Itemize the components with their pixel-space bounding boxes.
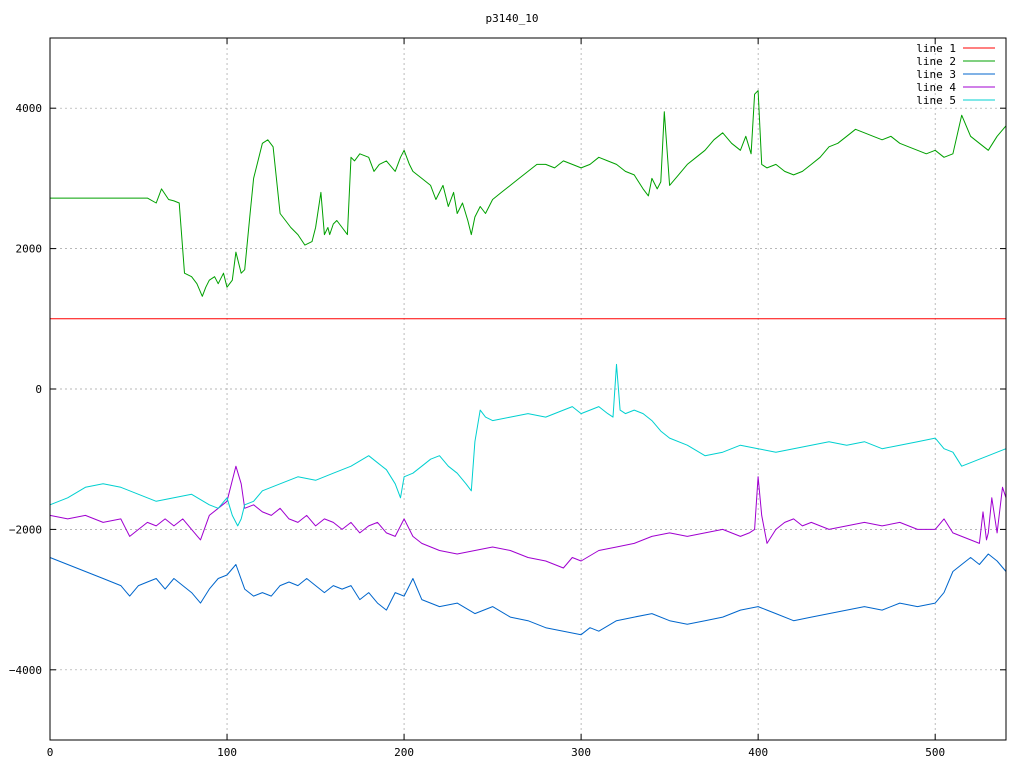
- y-tick-label: −4000: [9, 664, 42, 677]
- series-layer: [49, 90, 1007, 636]
- x-tick-label: 400: [748, 746, 768, 759]
- ticks: 0 100 200 300 400 500 −4000 −2000 0 2000 4000: [9, 38, 1006, 759]
- x-tick-label: 500: [925, 746, 945, 759]
- legend-label-5: line 5: [916, 94, 956, 107]
- legend-label-2: line 2: [916, 55, 956, 68]
- x-tick-label: 100: [217, 746, 237, 759]
- series-line-4: [49, 465, 1007, 569]
- series-line-2: [50, 90, 1007, 297]
- y-tick-label: 4000: [16, 102, 43, 115]
- grid: [50, 38, 1006, 740]
- x-tick-label: 200: [394, 746, 414, 759]
- legend-label-3: line 3: [916, 68, 956, 81]
- series-line-3: [49, 553, 1007, 636]
- legend-label-1: line 1: [916, 42, 956, 55]
- y-tick-label: −2000: [9, 523, 42, 536]
- plot-frame: [49, 37, 1007, 741]
- x-tick-label: 0: [47, 746, 54, 759]
- y-tick-label: 2000: [16, 243, 43, 256]
- x-tick-label: 300: [571, 746, 591, 759]
- legend-label-4: line 4: [916, 81, 956, 94]
- chart-title: p3140_10: [486, 12, 539, 25]
- series-line-5: [49, 363, 1007, 527]
- y-tick-label: 0: [35, 383, 42, 396]
